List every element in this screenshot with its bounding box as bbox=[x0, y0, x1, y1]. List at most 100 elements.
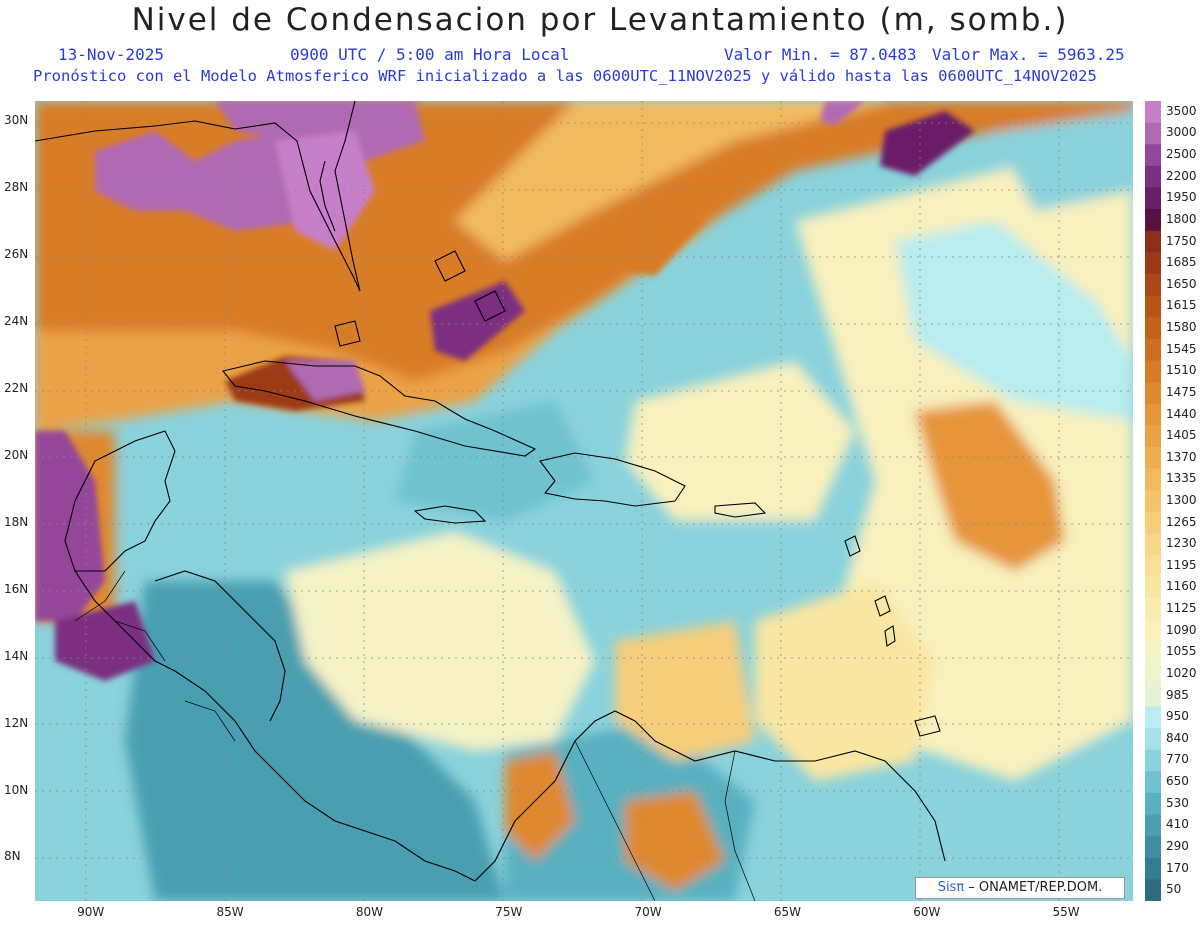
coastlines bbox=[35, 101, 946, 882]
colorbar-label: 1650 bbox=[1166, 276, 1197, 291]
latitude-label: 18N bbox=[4, 514, 29, 529]
purple-high-lcl-patches bbox=[35, 101, 975, 681]
colorbar-swatch bbox=[1145, 382, 1161, 405]
latitude-label: 8N bbox=[4, 849, 21, 864]
colorbar-swatch bbox=[1145, 165, 1161, 188]
colorbar-label: 1800 bbox=[1166, 211, 1197, 226]
colorbar-swatch bbox=[1145, 706, 1161, 729]
colorbar-label: 1195 bbox=[1166, 557, 1197, 572]
colorbar-swatch bbox=[1145, 295, 1161, 318]
date-label: 13-Nov-2025 bbox=[58, 45, 164, 64]
latitude-label: 24N bbox=[4, 313, 29, 328]
colorbar-swatch bbox=[1145, 425, 1161, 448]
colorbar-swatch bbox=[1145, 598, 1161, 621]
min-value-label: Valor Min. = 87.0483 bbox=[724, 45, 917, 64]
colorbar-swatch bbox=[1145, 619, 1161, 643]
latitude-label: 12N bbox=[4, 715, 29, 730]
colorbar-label: 1440 bbox=[1166, 406, 1197, 421]
colorbar-swatch bbox=[1145, 122, 1161, 145]
colorbar-swatch bbox=[1145, 836, 1161, 859]
colorbar-label: 1950 bbox=[1166, 190, 1197, 205]
colorbar-label: 1300 bbox=[1166, 493, 1197, 507]
colorbar-label: 530 bbox=[1166, 795, 1189, 810]
colorbar-label: 1370 bbox=[1166, 449, 1197, 464]
colorbar-swatch bbox=[1145, 144, 1161, 167]
colorbar-swatch bbox=[1145, 576, 1161, 599]
credit-text: – ONAMET/REP.DOM. bbox=[964, 880, 1103, 895]
longitude-label: 60W bbox=[913, 905, 941, 919]
time-label: 0900 UTC / 5:00 am Hora Local bbox=[290, 45, 570, 64]
longitude-label: 55W bbox=[1052, 905, 1080, 919]
latitude-label: 14N bbox=[4, 648, 29, 663]
colorbar-label: 1230 bbox=[1166, 536, 1197, 551]
latitude-label: 16N bbox=[4, 581, 29, 596]
colorbar-swatch bbox=[1145, 490, 1161, 513]
colorbar-label: 1055 bbox=[1166, 644, 1197, 659]
longitude-label: 85W bbox=[216, 905, 244, 919]
latitude-label: 30N bbox=[4, 113, 29, 128]
colorbar-swatch bbox=[1145, 857, 1161, 880]
colorbar-swatch bbox=[1145, 403, 1161, 426]
colorbar-label: 1545 bbox=[1166, 341, 1197, 356]
source-credit: Sisπ – ONAMET/REP.DOM. bbox=[915, 877, 1125, 899]
map-title: Nivel de Condensacion por Levantamiento … bbox=[131, 2, 1069, 38]
colorbar-swatch bbox=[1145, 273, 1161, 297]
colorbar-label: 50 bbox=[1166, 882, 1182, 897]
colorbar-swatch bbox=[1145, 641, 1161, 664]
forecast-info-line: Pronóstico con el Modelo Atmosferico WRF… bbox=[33, 67, 1097, 85]
lat-lon-gridlines bbox=[35, 101, 1133, 901]
lcl-map bbox=[35, 101, 1133, 901]
colorbar-swatch bbox=[1145, 814, 1161, 837]
country-borders bbox=[74, 570, 756, 901]
latitude-label: 28N bbox=[4, 180, 29, 195]
colorbar-label: 3500 bbox=[1166, 103, 1197, 118]
colorbar-label: 1090 bbox=[1166, 622, 1197, 637]
colorbar-swatch bbox=[1145, 252, 1161, 275]
colorbar-swatch bbox=[1145, 555, 1161, 578]
colorbar-label: 840 bbox=[1166, 730, 1189, 745]
colorbar-label: 2200 bbox=[1166, 168, 1197, 183]
colorbar-label: 1405 bbox=[1166, 428, 1197, 443]
colorbar-label: 1265 bbox=[1166, 514, 1197, 529]
colorbar-label: 1020 bbox=[1166, 665, 1197, 680]
colorbar-swatch bbox=[1145, 749, 1161, 772]
colorbar-swatch bbox=[1145, 101, 1161, 124]
colorbar bbox=[1145, 101, 1161, 901]
colorbar-swatch bbox=[1145, 792, 1161, 816]
longitude-label: 70W bbox=[634, 905, 662, 919]
colorbar-label: 170 bbox=[1166, 860, 1189, 875]
latitude-label: 10N bbox=[4, 782, 29, 797]
colorbar-swatch bbox=[1145, 468, 1161, 491]
colorbar-swatch bbox=[1145, 360, 1161, 383]
colorbar-swatch bbox=[1145, 533, 1161, 556]
colorbar-label: 770 bbox=[1166, 752, 1189, 767]
colorbar-swatch bbox=[1145, 511, 1161, 534]
colorbar-swatch bbox=[1145, 663, 1161, 686]
max-value-label: Valor Max. = 5963.25 bbox=[932, 45, 1125, 64]
colorbar-label: 650 bbox=[1166, 774, 1189, 789]
colorbar-label: 985 bbox=[1166, 687, 1189, 702]
colorbar-label: 950 bbox=[1166, 709, 1189, 724]
colorbar-swatch bbox=[1145, 338, 1161, 361]
colorbar-label: 1685 bbox=[1166, 255, 1197, 270]
colorbar-swatch bbox=[1145, 317, 1161, 340]
colorbar-swatch bbox=[1145, 187, 1161, 210]
colorbar-swatch bbox=[1145, 446, 1161, 470]
colorbar-swatch bbox=[1145, 209, 1161, 232]
colorbar-swatch bbox=[1145, 230, 1161, 253]
latitude-label: 20N bbox=[4, 447, 29, 462]
colorbar-swatch bbox=[1145, 879, 1161, 901]
longitude-label: 65W bbox=[773, 905, 801, 919]
colorbar-label: 1125 bbox=[1166, 601, 1197, 616]
latitude-label: 26N bbox=[4, 246, 29, 261]
colorbar-swatch bbox=[1145, 771, 1161, 794]
colorbar-swatch bbox=[1145, 684, 1161, 707]
colorbar-swatch bbox=[1145, 728, 1161, 751]
colorbar-label: 1160 bbox=[1166, 579, 1197, 594]
colorbar-label: 290 bbox=[1166, 838, 1189, 853]
colorbar-label: 3000 bbox=[1166, 125, 1197, 140]
longitude-label: 90W bbox=[77, 905, 105, 919]
longitude-label: 80W bbox=[355, 905, 383, 919]
colorbar-label: 1750 bbox=[1166, 233, 1197, 248]
colorbar-label: 1615 bbox=[1166, 298, 1197, 313]
